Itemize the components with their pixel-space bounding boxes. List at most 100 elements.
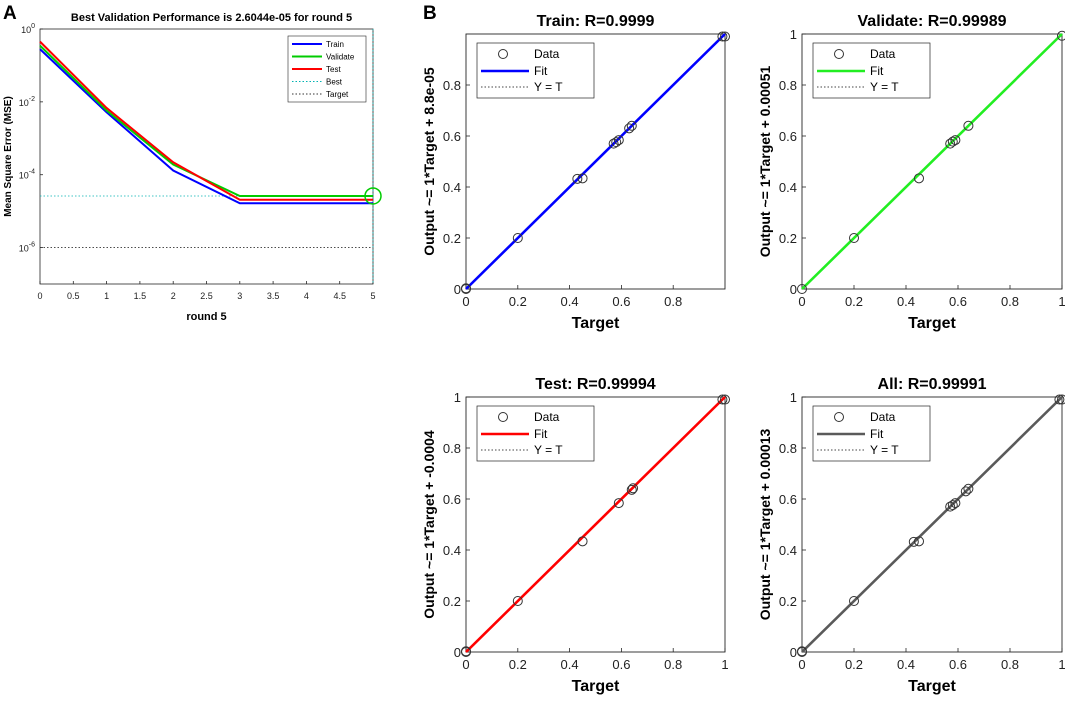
- y-tick-label: 1: [454, 390, 461, 405]
- x-tick-label: 0.2: [509, 294, 527, 309]
- data-point: [950, 135, 961, 146]
- data-point: [849, 596, 859, 606]
- all-regression-plot: 0 0.2 0.4 0.6 0.8 1 0 0.2 0.4 0.6 0.8 1 All: R=0.999…: [757, 376, 1065, 695]
- y-tick-label: 0.2: [443, 594, 461, 609]
- legend-swatch-data: [834, 49, 844, 59]
- data-point: [611, 137, 622, 148]
- data-point: [613, 498, 624, 509]
- x-axis-label: Target: [908, 678, 956, 695]
- x-tick-label: 0.4: [561, 294, 579, 309]
- data-point: [720, 394, 730, 405]
- y-tick-label: 0.4: [443, 180, 461, 195]
- fit-line: [465, 33, 726, 290]
- x-tick-label: 0.2: [509, 657, 527, 672]
- data-point: [461, 646, 471, 657]
- chart-title: All: R=0.99991: [878, 376, 987, 393]
- legend-label: Y = T: [870, 80, 899, 94]
- legend-label: Data: [534, 410, 560, 424]
- legend-label: Fit: [870, 64, 884, 78]
- data-point: [1057, 394, 1065, 405]
- data-point: [849, 233, 859, 243]
- data-point: [577, 536, 588, 547]
- data-point: [626, 120, 637, 131]
- y-tick-label: 1: [790, 390, 797, 405]
- legend-swatch-data: [498, 49, 508, 59]
- x-tick-label: 0.8: [1001, 294, 1019, 309]
- y-axis-label: Mean Square Error (MSE): [3, 96, 14, 217]
- x-tick-label: 4: [304, 291, 309, 301]
- y-tick-label: 0.4: [779, 543, 797, 558]
- y-tick-label: 0.8: [779, 78, 797, 93]
- x-tick-label: 0.6: [612, 294, 630, 309]
- y-tick-label: 0: [790, 645, 797, 660]
- x-tick-label: 2.5: [200, 291, 213, 301]
- y-tick-label: 10-6: [19, 242, 35, 254]
- data-point: [608, 138, 619, 149]
- x-tick-label: 1.5: [134, 291, 147, 301]
- x-tick-label: 5: [370, 291, 375, 301]
- x-tick-label: 2: [171, 291, 176, 301]
- x-tick-label: 0.6: [612, 657, 630, 672]
- legend-label: Data: [870, 47, 896, 61]
- y-tick-label: 0: [454, 282, 461, 297]
- train-regression-plot: 0 0.2 0.4 0.6 0.8 0 0.2 0.4 0.6 0.8 Train: R=0.999…: [421, 13, 730, 332]
- y-tick-exponent: -6: [29, 242, 35, 249]
- data-point: [720, 31, 730, 42]
- y-tick-label: 0.4: [443, 543, 461, 558]
- validate-regression-plot: 0 0.2 0.4 0.6 0.8 1 0 0.2 0.4 0.6 0.8 1 Validate: R=…: [757, 13, 1065, 332]
- y-tick-label: 0.2: [443, 231, 461, 246]
- legend-label: Y = T: [534, 80, 563, 94]
- x-tick-label: 3: [237, 291, 242, 301]
- legend-label: Validate: [326, 53, 355, 62]
- fit-line: [801, 33, 1063, 290]
- legend-label: Y = T: [534, 443, 563, 457]
- y-tick-label: 0.2: [779, 594, 797, 609]
- y-tick-label: 0.6: [779, 492, 797, 507]
- series-line-test: [39, 40, 373, 201]
- y-tick-label: 0.8: [779, 441, 797, 456]
- data-point: [908, 536, 919, 547]
- fit-line: [465, 396, 726, 653]
- legend-label: Target: [326, 90, 349, 99]
- x-tick-label: 0.2: [845, 657, 863, 672]
- x-tick-label: 0: [798, 294, 805, 309]
- data-point: [1054, 394, 1065, 405]
- performance-plot: 0 0.5 1 1.5 2 2.5 3 3.5 4 4.5 510010-210-410-6Best…: [3, 12, 382, 323]
- legend-label: Train: [326, 40, 344, 49]
- fit-line: [801, 396, 1063, 653]
- x-tick-label: 3.5: [267, 291, 280, 301]
- y-tick-label: 0.6: [443, 492, 461, 507]
- chart-title: Best Validation Performance is 2.6044e-0…: [71, 12, 352, 24]
- legend-label: Data: [534, 47, 560, 61]
- x-tick-label: 0.5: [67, 291, 80, 301]
- y-tick-exponent: 0: [31, 23, 35, 30]
- x-axis-label: round 5: [186, 311, 226, 323]
- y-tick-label: 0.6: [443, 129, 461, 144]
- x-tick-label: 0: [462, 294, 469, 309]
- x-tick-label: 0.8: [1001, 657, 1019, 672]
- y-tick-base: 10: [19, 244, 29, 254]
- x-tick-label: 0: [798, 657, 805, 672]
- panel-label-b: B: [423, 3, 437, 24]
- y-tick-base: 10: [21, 25, 31, 35]
- y-tick-base: 10: [19, 171, 29, 181]
- y-tick-label: 0.8: [443, 441, 461, 456]
- chart-title: Validate: R=0.99989: [858, 13, 1007, 30]
- x-tick-label: 0.2: [845, 294, 863, 309]
- data-point: [945, 501, 956, 512]
- data-point: [1057, 30, 1065, 41]
- x-tick-label: 0.4: [897, 294, 915, 309]
- legend-label: Best: [326, 78, 343, 87]
- y-tick-label: 1: [790, 27, 797, 42]
- y-axis-label: Output ~= 1*Target + 8.8e-05: [421, 67, 437, 256]
- data-point: [797, 284, 807, 294]
- x-tick-label: 1: [104, 291, 109, 301]
- y-tick-label: 0.8: [443, 78, 461, 93]
- chart-title: Train: R=0.9999: [537, 13, 655, 30]
- x-tick-label: 0.4: [561, 657, 579, 672]
- data-point: [512, 233, 523, 243]
- data-point: [717, 394, 728, 405]
- x-tick-label: 0: [462, 657, 469, 672]
- y-tick-label: 100: [21, 23, 35, 35]
